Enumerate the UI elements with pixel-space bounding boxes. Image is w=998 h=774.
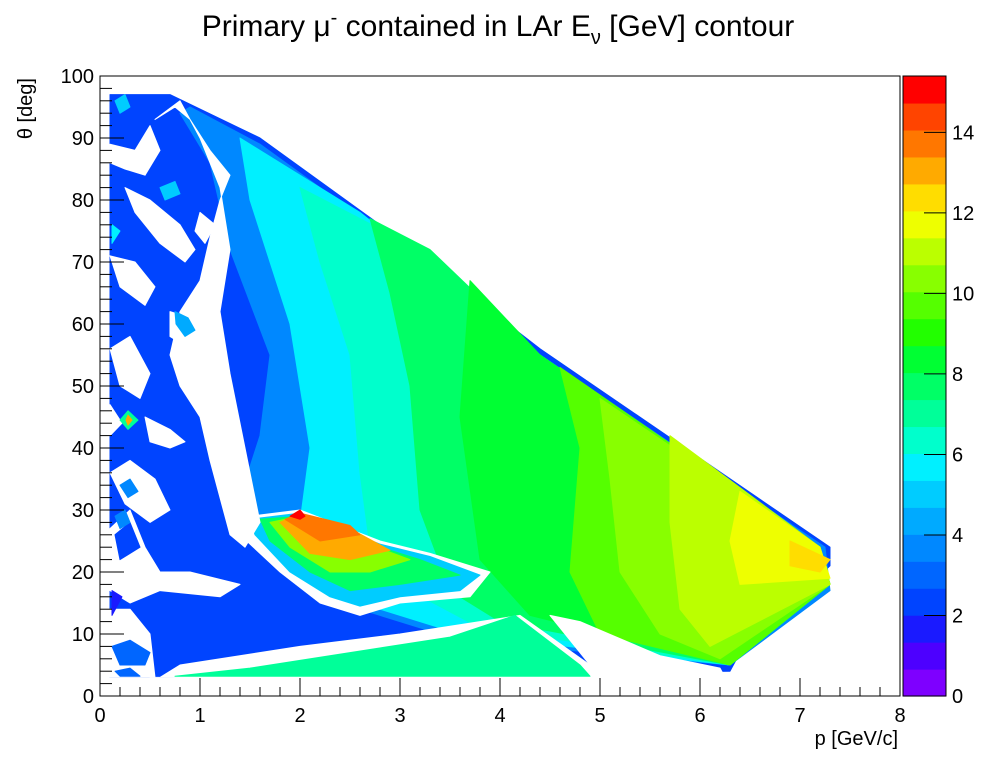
- contour-region-17: [289, 509, 306, 520]
- y-tick-label: 100: [61, 66, 94, 88]
- y-tick-label: 70: [72, 252, 94, 274]
- colorbar-tick-label: 12: [952, 203, 974, 225]
- colorbar-tick-label: 10: [952, 283, 974, 305]
- contour-region-35: [194, 211, 216, 244]
- colorbar-band-16: [903, 237, 946, 266]
- colorbar-band-7: [903, 480, 946, 508]
- contour-region-44: [111, 590, 123, 616]
- colorbar-band-11: [903, 372, 946, 401]
- y-tick-label: 50: [72, 376, 94, 398]
- y-tick-label: 20: [72, 562, 94, 584]
- x-tick-label: 4: [494, 705, 505, 727]
- x-tick-label: 5: [594, 705, 605, 727]
- colorbar-band-10: [903, 399, 946, 428]
- contour-region-42: [114, 509, 131, 530]
- colorbar-band-18: [903, 183, 946, 212]
- x-tick-label: 6: [694, 705, 705, 727]
- contour-region-19: [174, 614, 591, 677]
- y-axis: 0 10 20 30 40 50 60 70 80 90 100: [61, 66, 124, 708]
- colorbar-band-2: [903, 615, 946, 643]
- colorbar-tick-label: 4: [952, 525, 963, 547]
- x-tick-label: 8: [894, 705, 905, 727]
- colorbar-band-5: [903, 534, 946, 562]
- contour-region-20: [549, 614, 726, 678]
- colorbar-band-17: [903, 210, 946, 239]
- contour-region-31: [109, 459, 171, 523]
- x-axis-label: p [GeV/c]: [815, 728, 898, 750]
- contour-region-41: [119, 478, 139, 499]
- contour-region-26: [154, 100, 261, 548]
- chart-title: Primary μ- contained in LAr Eν [GeV] con…: [202, 7, 795, 49]
- contour-region-36: [111, 224, 121, 244]
- colorbar-band-20: [903, 129, 946, 158]
- x-axis: 0 1 2 3 4 5 6 7 8: [94, 678, 906, 727]
- contour-region-24: [109, 509, 241, 604]
- contour-region-22: [111, 639, 151, 666]
- y-tick-label: 60: [72, 314, 94, 336]
- colorbar-tick-label: 8: [952, 364, 963, 386]
- y-tick-label: 40: [72, 438, 94, 460]
- y-tick-label: 10: [72, 624, 94, 646]
- x-tick-label: 2: [294, 705, 305, 727]
- colorbar-band-21: [903, 102, 946, 131]
- colorbar-tick-label: 2: [952, 605, 963, 627]
- y-tick-label: 30: [72, 500, 94, 522]
- colorbar-band-13: [903, 318, 946, 347]
- colorbar-band-4: [903, 561, 946, 589]
- contour-region-43: [174, 311, 196, 337]
- x-tick-label: 3: [394, 705, 405, 727]
- y-tick-label: 90: [72, 128, 94, 150]
- colorbar-band-14: [903, 291, 946, 320]
- contour-region-28: [124, 187, 196, 263]
- contour-region-40: [125, 414, 133, 426]
- contour-region-37: [114, 94, 131, 114]
- contour-region-25: [114, 521, 141, 561]
- x-tick-label: 7: [794, 705, 805, 727]
- colorbar-tick-label: 6: [952, 444, 963, 466]
- colorbar-band-19: [903, 156, 946, 185]
- colorbar-band-22: [903, 76, 946, 104]
- contour-region-29: [109, 255, 156, 306]
- colorbar-tick-label: 14: [952, 122, 974, 144]
- colorbar-band-1: [903, 642, 946, 670]
- x-tick-label: 0: [94, 705, 105, 727]
- plot-area: [109, 94, 831, 678]
- contour-region-23: [114, 667, 141, 677]
- colorbar-band-8: [903, 453, 946, 481]
- contour-region-30: [109, 335, 151, 399]
- contour-region-38: [159, 180, 181, 201]
- colorbar-band-15: [903, 264, 946, 293]
- colorbar-tick-label: 0: [952, 686, 963, 708]
- contour-region-27: [109, 125, 161, 176]
- y-axis-label: θ [deg]: [15, 78, 37, 139]
- contour-region-32: [144, 416, 186, 449]
- y-tick-label: 0: [83, 686, 94, 708]
- y-tick-label: 80: [72, 190, 94, 212]
- colorbar-band-0: [903, 669, 946, 697]
- colorbar-band-9: [903, 426, 946, 454]
- colorbar-band-6: [903, 507, 946, 535]
- colorbar-band-12: [903, 345, 946, 374]
- colorbar-band-3: [903, 588, 946, 616]
- contour-region-10: [789, 540, 831, 573]
- contour-region-34: [109, 404, 123, 437]
- x-tick-label: 1: [194, 705, 205, 727]
- color-scale: 0 2 4 6 8 10 12 14: [902, 75, 974, 708]
